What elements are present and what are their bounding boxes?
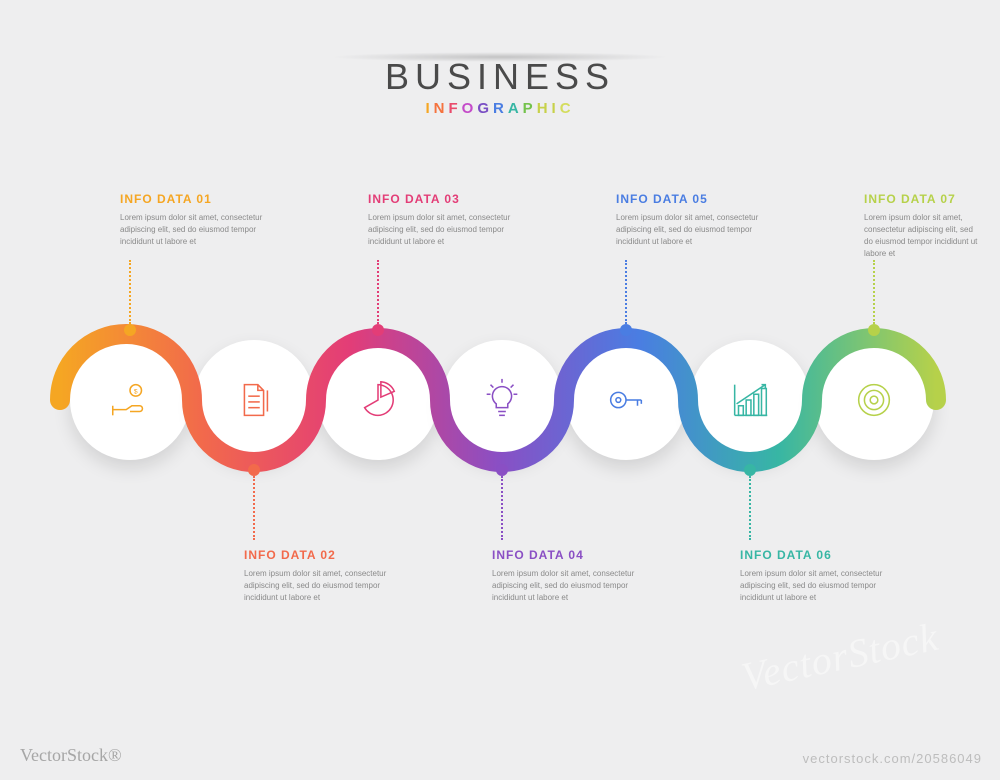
- info-body-3: Lorem ipsum dolor sit amet, consectetur …: [368, 212, 518, 248]
- image-id: vectorstock.com/20586049: [803, 751, 982, 766]
- info-title-6: INFO DATA 06: [740, 548, 890, 562]
- info-title-1: INFO DATA 01: [120, 192, 270, 206]
- info-block-3: INFO DATA 03 Lorem ipsum dolor sit amet,…: [368, 192, 518, 248]
- line-7: [873, 260, 875, 324]
- svg-text:$: $: [134, 388, 138, 395]
- line-2: [253, 476, 255, 540]
- info-body-1: Lorem ipsum dolor sit amet, consectetur …: [120, 212, 270, 248]
- dot-2: [248, 464, 260, 476]
- line-6: [749, 476, 751, 540]
- line-4: [501, 476, 503, 540]
- wave-infographic: $: [0, 0, 1000, 780]
- info-body-6: Lorem ipsum dolor sit amet, consectetur …: [740, 568, 890, 604]
- line-3: [377, 260, 379, 324]
- line-5: [625, 260, 627, 324]
- bars-icon: [690, 340, 810, 460]
- info-block-5: INFO DATA 05 Lorem ipsum dolor sit amet,…: [616, 192, 766, 248]
- info-block-4: INFO DATA 04 Lorem ipsum dolor sit amet,…: [492, 548, 642, 604]
- info-body-5: Lorem ipsum dolor sit amet, consectetur …: [616, 212, 766, 248]
- pie-icon: [318, 340, 438, 460]
- dot-4: [496, 464, 508, 476]
- info-title-4: INFO DATA 04: [492, 548, 642, 562]
- info-body-2: Lorem ipsum dolor sit amet, consectetur …: [244, 568, 394, 604]
- info-block-2: INFO DATA 02 Lorem ipsum dolor sit amet,…: [244, 548, 394, 604]
- line-1: [129, 260, 131, 324]
- dot-6: [744, 464, 756, 476]
- dot-5: [620, 324, 632, 336]
- info-body-4: Lorem ipsum dolor sit amet, consectetur …: [492, 568, 642, 604]
- watermark: VectorStock®: [20, 745, 122, 766]
- bulb-icon: [442, 340, 562, 460]
- dot-1: [124, 324, 136, 336]
- dot-3: [372, 324, 384, 336]
- info-title-2: INFO DATA 02: [244, 548, 394, 562]
- hand-coin-icon: $: [70, 340, 190, 460]
- info-title-3: INFO DATA 03: [368, 192, 518, 206]
- target-icon: [814, 340, 934, 460]
- info-block-6: INFO DATA 06 Lorem ipsum dolor sit amet,…: [740, 548, 890, 604]
- info-title-7: INFO DATA 07: [864, 192, 984, 206]
- info-title-5: INFO DATA 05: [616, 192, 766, 206]
- info-body-7: Lorem ipsum dolor sit amet, consectetur …: [864, 212, 984, 260]
- watermark-text: VectorStock®: [20, 745, 122, 765]
- dot-7: [868, 324, 880, 336]
- info-block-7: INFO DATA 07 Lorem ipsum dolor sit amet,…: [864, 192, 984, 260]
- key-icon: [566, 340, 686, 460]
- info-block-1: INFO DATA 01 Lorem ipsum dolor sit amet,…: [120, 192, 270, 248]
- document-icon: [194, 340, 314, 460]
